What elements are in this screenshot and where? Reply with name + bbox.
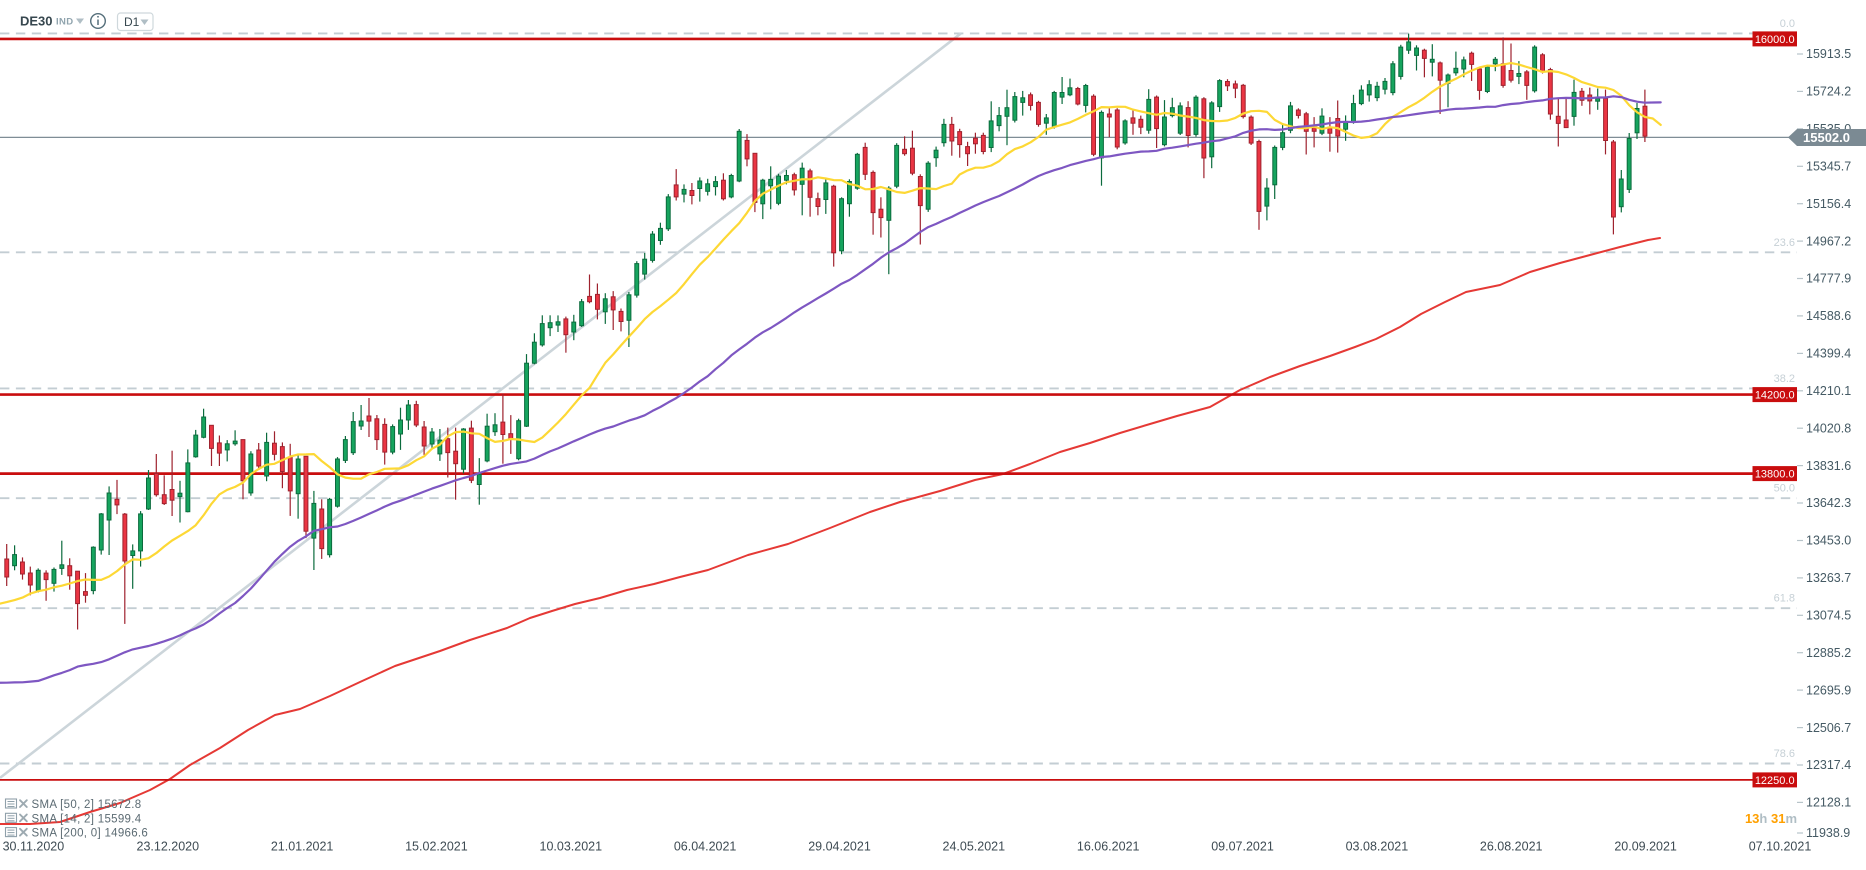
svg-text:15724.2: 15724.2 <box>1806 85 1851 99</box>
svg-text:13263.7: 13263.7 <box>1806 571 1851 585</box>
svg-text:12250.0: 12250.0 <box>1755 775 1795 787</box>
svg-text:21.01.2021: 21.01.2021 <box>271 840 334 854</box>
svg-text:13831.6: 13831.6 <box>1806 459 1851 473</box>
svg-text:61.8: 61.8 <box>1774 593 1795 605</box>
svg-text:14210.1: 14210.1 <box>1806 384 1851 398</box>
svg-text:12128.1: 12128.1 <box>1806 796 1851 810</box>
svg-text:SMA [50, 2] 15672.8: SMA [50, 2] 15672.8 <box>32 799 142 811</box>
svg-text:23.12.2020: 23.12.2020 <box>137 840 200 854</box>
svg-text:14777.9: 14777.9 <box>1806 272 1851 286</box>
svg-text:24.05.2021: 24.05.2021 <box>943 840 1006 854</box>
svg-text:14588.6: 14588.6 <box>1806 309 1851 323</box>
svg-text:12317.4: 12317.4 <box>1806 758 1851 772</box>
svg-text:D1: D1 <box>124 15 140 29</box>
svg-text:14020.8: 14020.8 <box>1806 421 1851 435</box>
svg-text:SMA [200, 0] 14966.6: SMA [200, 0] 14966.6 <box>32 828 149 840</box>
svg-text:38.2: 38.2 <box>1774 373 1795 385</box>
svg-text:16000.0: 16000.0 <box>1755 34 1795 46</box>
svg-text:78.6: 78.6 <box>1774 748 1795 760</box>
svg-text:30.11.2020: 30.11.2020 <box>3 840 65 854</box>
svg-text:11938.9: 11938.9 <box>1806 826 1850 840</box>
svg-text:29.04.2021: 29.04.2021 <box>808 840 871 854</box>
svg-text:13800.0: 13800.0 <box>1755 469 1795 481</box>
svg-text:15156.4: 15156.4 <box>1806 197 1851 211</box>
svg-text:13642.3: 13642.3 <box>1806 496 1851 510</box>
svg-text:07.10.2021: 07.10.2021 <box>1749 840 1812 854</box>
svg-text:26.08.2021: 26.08.2021 <box>1480 840 1543 854</box>
svg-text:0.0: 0.0 <box>1780 18 1795 30</box>
svg-text:15.02.2021: 15.02.2021 <box>405 840 468 854</box>
svg-text:14399.4: 14399.4 <box>1806 347 1851 361</box>
svg-text:12695.9: 12695.9 <box>1806 683 1851 697</box>
svg-text:10.03.2021: 10.03.2021 <box>540 840 603 854</box>
svg-text:14200.0: 14200.0 <box>1755 390 1795 402</box>
svg-text:13453.0: 13453.0 <box>1806 534 1851 548</box>
svg-text:15502.0: 15502.0 <box>1803 130 1850 145</box>
svg-text:12506.7: 12506.7 <box>1806 721 1851 735</box>
svg-text:15913.5: 15913.5 <box>1806 47 1851 61</box>
svg-text:DE30: DE30 <box>20 14 53 29</box>
svg-text:03.08.2021: 03.08.2021 <box>1346 840 1409 854</box>
svg-text:IND: IND <box>56 17 74 28</box>
svg-text:13h 31m: 13h 31m <box>1745 811 1797 826</box>
svg-text:16.06.2021: 16.06.2021 <box>1077 840 1140 854</box>
svg-text:SMA [14, 2] 15599.4: SMA [14, 2] 15599.4 <box>32 813 142 825</box>
svg-text:15345.7: 15345.7 <box>1806 160 1851 174</box>
svg-text:12885.2: 12885.2 <box>1806 646 1851 660</box>
svg-text:23.6: 23.6 <box>1774 237 1795 249</box>
svg-text:50.0: 50.0 <box>1774 483 1795 495</box>
svg-text:14967.2: 14967.2 <box>1806 234 1851 248</box>
svg-text:20.09.2021: 20.09.2021 <box>1614 840 1677 854</box>
svg-text:13074.5: 13074.5 <box>1806 609 1851 623</box>
svg-text:06.04.2021: 06.04.2021 <box>674 840 737 854</box>
svg-text:09.07.2021: 09.07.2021 <box>1211 840 1274 854</box>
